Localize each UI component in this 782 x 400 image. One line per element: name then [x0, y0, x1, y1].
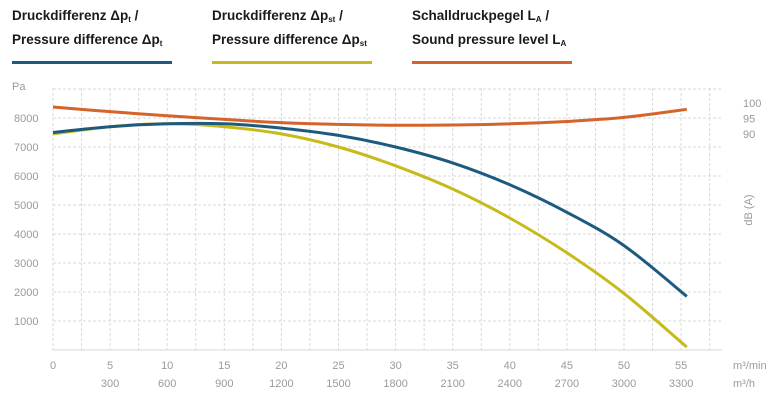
- y-tick-label: 1000: [14, 316, 38, 328]
- legend-label-de: Schalldruckpegel L: [412, 8, 536, 23]
- x2-tick-label: 2700: [555, 378, 579, 390]
- legend-subscript: st: [328, 15, 336, 24]
- legend-subscript: A: [535, 15, 542, 24]
- legend-separator: /: [335, 8, 343, 23]
- y-tick-label: 3000: [14, 258, 38, 270]
- chart-labels: 1000 2000 3000 4000 5000 6000 7000 8000 Pa 0 5 10 15…: [12, 81, 767, 390]
- y-axis-label-right: dB (A): [743, 194, 755, 225]
- series-line-dpt: [52, 121, 688, 298]
- legend-subscript: t: [159, 39, 163, 48]
- legend-separator: /: [541, 8, 550, 23]
- legend-item-total-pressure: Druckdifferenz Δpt / Pressure difference…: [12, 6, 172, 64]
- x-tick-label: 0: [50, 360, 56, 372]
- legend-swatch-sound-level: [412, 61, 572, 64]
- x-axis-unit-secondary: m³/h: [733, 378, 755, 390]
- x2-tick-label: 3300: [669, 378, 693, 390]
- legend-text-line2: Sound pressure level LA: [412, 30, 572, 54]
- y-axis-label: Pa: [12, 81, 26, 93]
- x-tick-label: 15: [218, 360, 230, 372]
- legend-label-en: Pressure difference Δp: [12, 32, 160, 47]
- legend-label-de: Druckdifferenz Δp: [12, 8, 129, 23]
- x2-tick-label: 3000: [612, 378, 636, 390]
- x-tick-label: 50: [618, 360, 630, 372]
- legend-subscript: A: [560, 39, 567, 48]
- legend-subscript: t: [128, 15, 131, 24]
- legend-separator: /: [130, 8, 139, 23]
- legend-item-static-pressure: Druckdifferenz Δpst / Pressure differenc…: [212, 6, 372, 64]
- chart-grid: [52, 88, 722, 350]
- legend-label-en: Sound pressure level L: [412, 32, 561, 47]
- x-tick-label: 55: [675, 360, 687, 372]
- x-tick-label: 5: [107, 360, 113, 372]
- legend-text-line1: Schalldruckpegel LA /: [412, 6, 572, 30]
- x2-tick-label: 1500: [326, 378, 350, 390]
- x2-tick-label: 1800: [383, 378, 407, 390]
- x-tick-label: 30: [389, 360, 401, 372]
- x-tick-label: 35: [447, 360, 459, 372]
- x-tick-label: 20: [275, 360, 287, 372]
- legend-subscript: st: [359, 39, 367, 48]
- x-tick-label: 45: [561, 360, 573, 372]
- legend-label-en: Pressure difference Δp: [212, 32, 360, 47]
- series-line-dpst: [52, 122, 688, 349]
- legend-swatch-total-pressure: [12, 61, 172, 64]
- x-axis-unit-primary: m³/min: [733, 360, 767, 372]
- legend-text-line2: Pressure difference Δpst: [212, 30, 372, 54]
- x2-tick-label: 2100: [440, 378, 464, 390]
- series-line-la: [52, 105, 687, 127]
- x2-tick-label: 300: [101, 378, 119, 390]
- legend-text-line2: Pressure difference Δpt: [12, 30, 172, 54]
- chart-series: [52, 105, 688, 349]
- x-tick-label: 40: [504, 360, 516, 372]
- legend-text-line1: Druckdifferenz Δpt /: [12, 6, 172, 30]
- y-tick-label: 6000: [14, 171, 38, 183]
- legend-item-sound-level: Schalldruckpegel LA / Sound pressure lev…: [412, 6, 572, 64]
- x2-tick-label: 2400: [498, 378, 522, 390]
- y-tick-label: 5000: [14, 200, 38, 212]
- x2-tick-label: 600: [158, 378, 176, 390]
- legend-swatch-static-pressure: [212, 61, 372, 64]
- db-tick-label: 100: [743, 98, 761, 110]
- db-tick-label: 90: [743, 129, 755, 141]
- x2-tick-label: 900: [215, 378, 233, 390]
- y-tick-label: 4000: [14, 229, 38, 241]
- db-tick-label: 95: [743, 114, 755, 126]
- x-tick-label: 25: [332, 360, 344, 372]
- y-tick-label: 2000: [14, 287, 38, 299]
- legend-text-line1: Druckdifferenz Δpst /: [212, 6, 372, 30]
- y-tick-label: 7000: [14, 142, 38, 154]
- y-tick-label: 8000: [14, 113, 38, 125]
- x2-tick-label: 1200: [269, 378, 293, 390]
- x-tick-label: 10: [161, 360, 173, 372]
- legend-label-de: Druckdifferenz Δp: [212, 8, 329, 23]
